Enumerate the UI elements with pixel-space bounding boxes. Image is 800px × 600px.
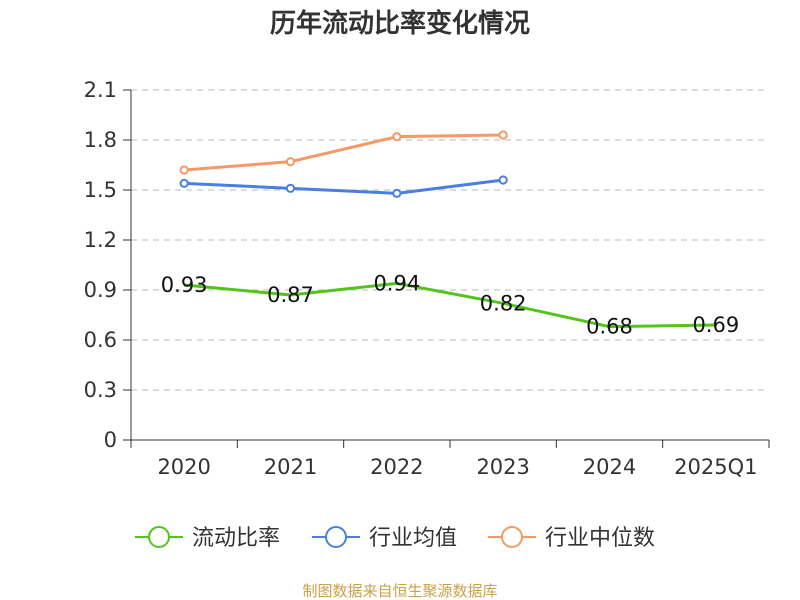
series-1	[179, 175, 508, 198]
series-line	[184, 281, 716, 329]
data-label: 0.68	[586, 315, 633, 339]
y-tick-label: 0.9	[84, 278, 117, 302]
legend-item-0: 流动比率	[135, 526, 280, 551]
data-point	[179, 178, 189, 188]
x-tick-label: 2025Q1	[674, 455, 757, 479]
x-tick-label: 2023	[476, 455, 529, 479]
y-tick-label: 1.5	[84, 178, 117, 202]
y-tick-label: 1.8	[84, 128, 117, 152]
y-tick-label: 1.2	[84, 228, 117, 252]
legend-marker-icon	[325, 526, 347, 548]
series-0	[184, 281, 716, 329]
series-line	[184, 178, 504, 195]
y-tick-label: 2.1	[84, 78, 117, 102]
legend-marker-icon	[148, 526, 170, 548]
source-note: 制图数据来自恒生聚源数据库	[302, 582, 497, 600]
data-point	[498, 175, 508, 185]
series-2	[179, 130, 508, 175]
axes: 0 0.3 0.6 0.9 1.2 1.5 1.8 2.1 2020 2021 2022 2023 20…	[84, 78, 770, 479]
data-label: 0.69	[692, 313, 739, 337]
y-tick-label: 0.6	[84, 328, 117, 352]
data-label: 0.93	[161, 273, 208, 297]
legend-label: 行业均值	[369, 526, 457, 551]
legend-label: 流动比率	[192, 526, 280, 551]
series-layer	[179, 130, 716, 329]
data-point	[392, 188, 402, 198]
data-point	[498, 130, 508, 140]
y-tick-label: 0.3	[84, 378, 117, 402]
data-point	[285, 157, 296, 167]
chart-title: 历年流动比率变化情况	[270, 8, 530, 39]
data-label: 0.94	[373, 271, 420, 295]
data-labels: 0.93 0.87 0.94 0.82 0.68 0.69	[161, 271, 739, 338]
x-tick-label: 2024	[583, 455, 636, 479]
legend: 流动比率 行业均值 行业中位数	[135, 526, 655, 551]
data-point	[179, 165, 189, 175]
legend-label: 行业中位数	[545, 526, 655, 551]
data-label: 0.87	[267, 283, 314, 307]
data-point	[285, 183, 296, 193]
legend-marker-icon	[501, 526, 523, 548]
grid-lines	[131, 89, 769, 391]
legend-item-2: 行业中位数	[488, 526, 655, 551]
series-line	[184, 133, 504, 172]
x-tick-label: 2021	[264, 455, 317, 479]
data-point	[392, 132, 402, 142]
y-tick-label: 0	[104, 428, 117, 452]
legend-item-1: 行业均值	[312, 526, 457, 551]
data-label: 0.82	[480, 291, 527, 315]
x-tick-label: 2022	[370, 455, 423, 479]
x-tick-label: 2020	[157, 455, 210, 479]
